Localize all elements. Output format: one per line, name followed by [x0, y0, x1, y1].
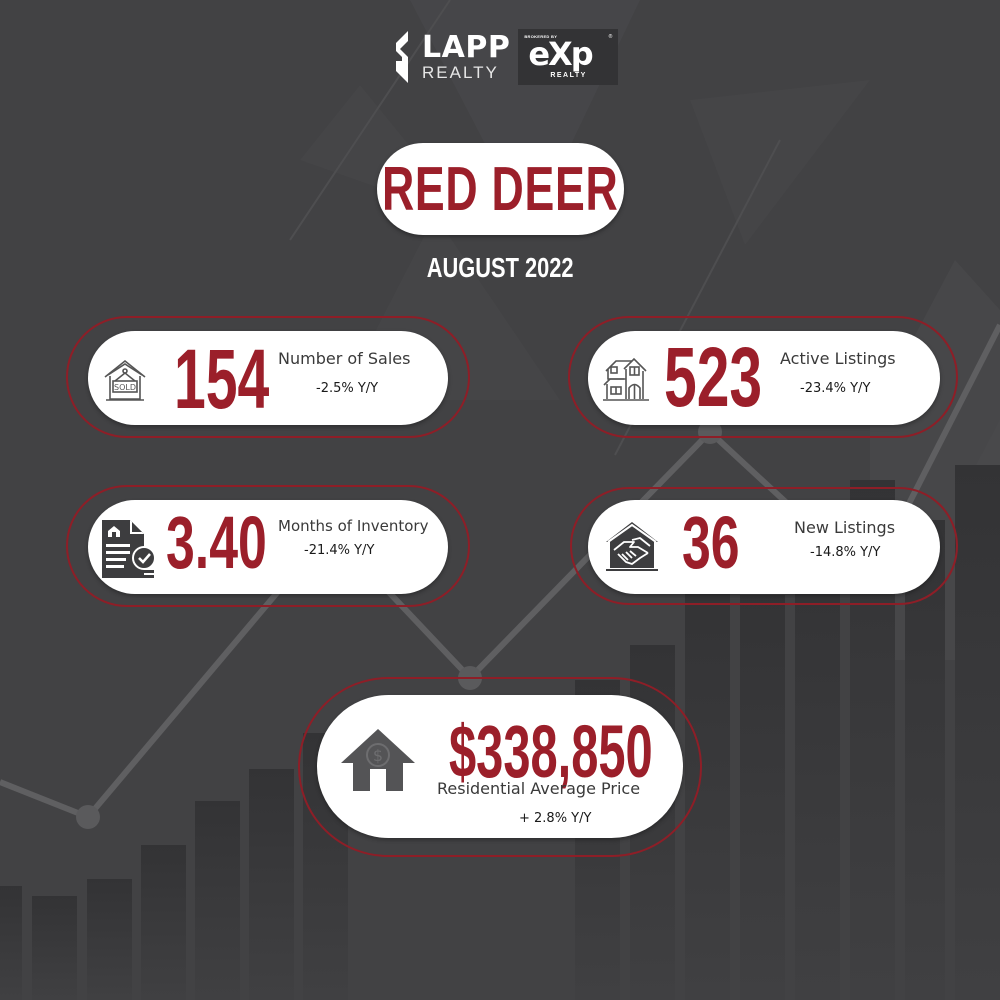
stat-value-new: 36 [682, 501, 740, 584]
price-change: + 2.8% Y/Y [519, 811, 592, 826]
house-dollar-icon: $ [341, 729, 415, 791]
stat-card-inventory: 3.40 Months of Inventory -21.4% Y/Y [88, 500, 448, 594]
stat-card-new: 36 New Listings -14.8% Y/Y [588, 500, 940, 594]
stat-card-active: 523 Active Listings -23.4% Y/Y [588, 331, 940, 425]
stat-label-inventory: Months of Inventory [278, 517, 429, 535]
svg-text:$: $ [373, 746, 383, 765]
stat-card-ring-active [568, 316, 958, 438]
stat-card-ring-inventory [66, 485, 470, 607]
sold-sign-house-icon: SOLD [104, 359, 146, 401]
price-card: $ $338,850 Residential Average Price + 2… [317, 695, 683, 838]
stat-change-sales: -2.5% Y/Y [316, 381, 379, 396]
stat-value-inventory: 3.40 [166, 501, 267, 584]
svg-text:SOLD: SOLD [114, 383, 136, 392]
city-title: RED DEER [382, 154, 619, 224]
price-value: $338,850 [449, 710, 653, 793]
stat-label-new: New Listings [794, 518, 896, 537]
handshake-house-icon [606, 522, 658, 571]
stat-value-active: 523 [664, 330, 763, 424]
stat-change-new: -14.8% Y/Y [810, 545, 881, 560]
two-story-house-icon [603, 357, 649, 401]
price-label: Residential Average Price [437, 779, 641, 798]
document-checkmark-icon [102, 520, 156, 578]
stat-card-ring-sales [66, 316, 470, 438]
stat-card-ring-new [570, 487, 958, 605]
price-card-ring [298, 677, 702, 857]
city-title-pill: RED DEER [377, 143, 624, 235]
stat-value-sales: 154 [174, 332, 270, 426]
exp-registered-mark: ® [608, 34, 613, 40]
stat-label-sales: Number of Sales [278, 349, 411, 368]
lapp-logo-name: LAPP [422, 30, 511, 65]
stat-change-inventory: -21.4% Y/Y [304, 543, 375, 558]
exp-realty-logo: BROKERED BY eXp ® REALTY [518, 29, 619, 85]
exp-logo-sub: REALTY [550, 72, 587, 79]
exp-brokered-by: BROKERED BY [524, 34, 558, 39]
stat-card-sales: SOLD 154 Number of Sales -2.5% Y/Y [88, 331, 448, 425]
stat-label-active: Active Listings [780, 349, 896, 368]
lapp-realty-logo: LAPP REALTY [390, 28, 510, 86]
report-period: AUGUST 2022 [0, 252, 1000, 284]
brand-logos: LAPP REALTY BROKERED BY eXp ® REALTY [390, 28, 619, 86]
stat-change-active: -23.4% Y/Y [800, 381, 871, 396]
report-period-text: AUGUST 2022 [426, 252, 574, 283]
lapp-logo-sub: REALTY [422, 63, 499, 82]
exp-logo-name: eXp [528, 35, 593, 73]
lapp-logo-mark-icon [396, 31, 408, 83]
